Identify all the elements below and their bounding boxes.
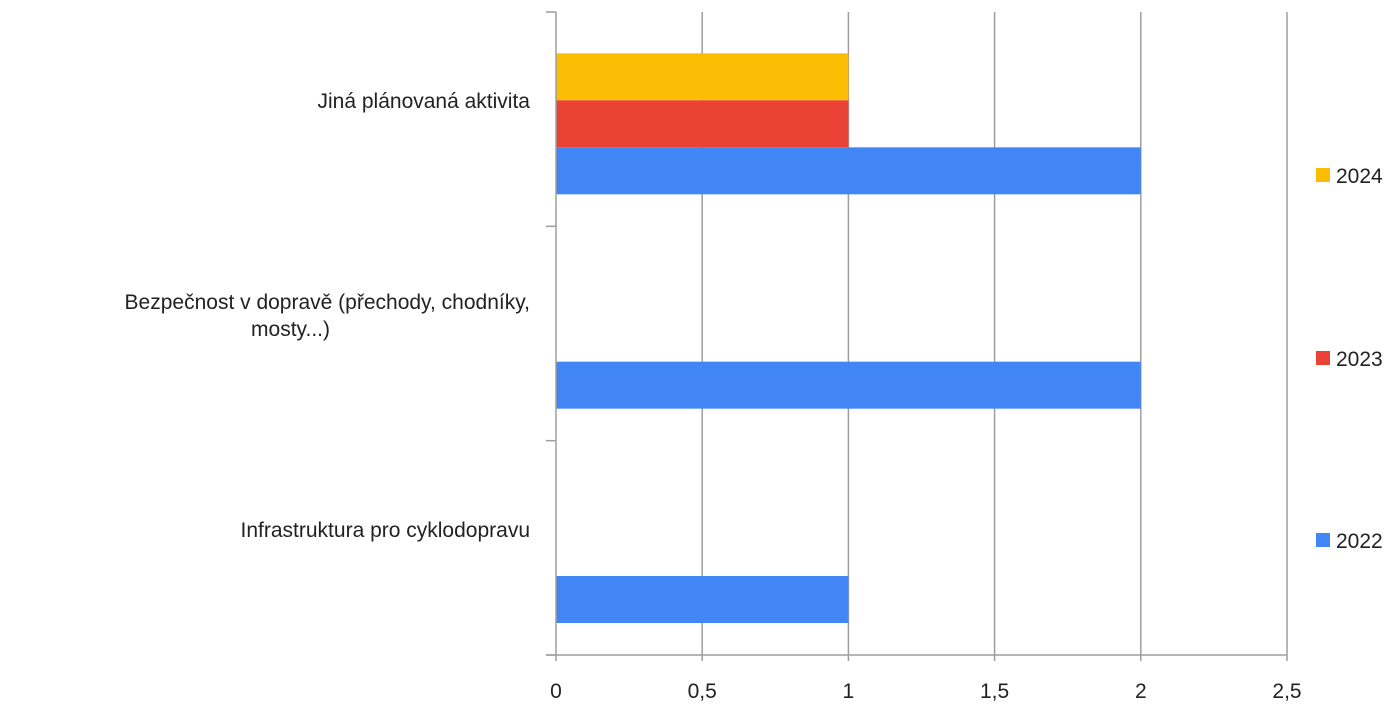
category-labels: Jiná plánovaná aktivita Bezpečnost v dopr… bbox=[125, 90, 531, 542]
legend: 2024 2023 2022 bbox=[1316, 165, 1383, 553]
x-tick-label: 0 bbox=[550, 680, 562, 703]
legend-label: 2022 bbox=[1336, 530, 1383, 553]
legend-swatch-2024 bbox=[1316, 168, 1330, 182]
legend-swatch-2023 bbox=[1316, 351, 1330, 365]
tick-labels: 0 0,5 1 1,5 2 2,5 bbox=[550, 680, 1301, 703]
bar-2022 bbox=[556, 147, 1141, 195]
bar-2024 bbox=[556, 53, 849, 101]
legend-label: 2024 bbox=[1336, 165, 1383, 188]
x-tick-label: 2 bbox=[1135, 680, 1147, 703]
x-tick-label: 0,5 bbox=[688, 680, 717, 703]
legend-label: 2023 bbox=[1336, 348, 1383, 371]
bar-2022 bbox=[556, 361, 1141, 409]
x-tick-label: 2,5 bbox=[1272, 680, 1301, 703]
bar-2022 bbox=[556, 576, 849, 623]
x-tick-label: 1,5 bbox=[980, 680, 1009, 703]
category-label: Jiná plánovaná aktivita bbox=[318, 90, 531, 113]
bars bbox=[556, 53, 1141, 623]
category-label: Bezpečnost v dopravě (přechody, chodníky… bbox=[125, 291, 530, 314]
legend-swatch-2022 bbox=[1316, 533, 1330, 547]
axes bbox=[546, 11, 1287, 656]
category-label: Infrastruktura pro cyklodopravu bbox=[241, 519, 530, 542]
x-tick-label: 1 bbox=[843, 680, 855, 703]
bar-2023 bbox=[556, 100, 849, 148]
category-label: mosty...) bbox=[251, 318, 330, 341]
